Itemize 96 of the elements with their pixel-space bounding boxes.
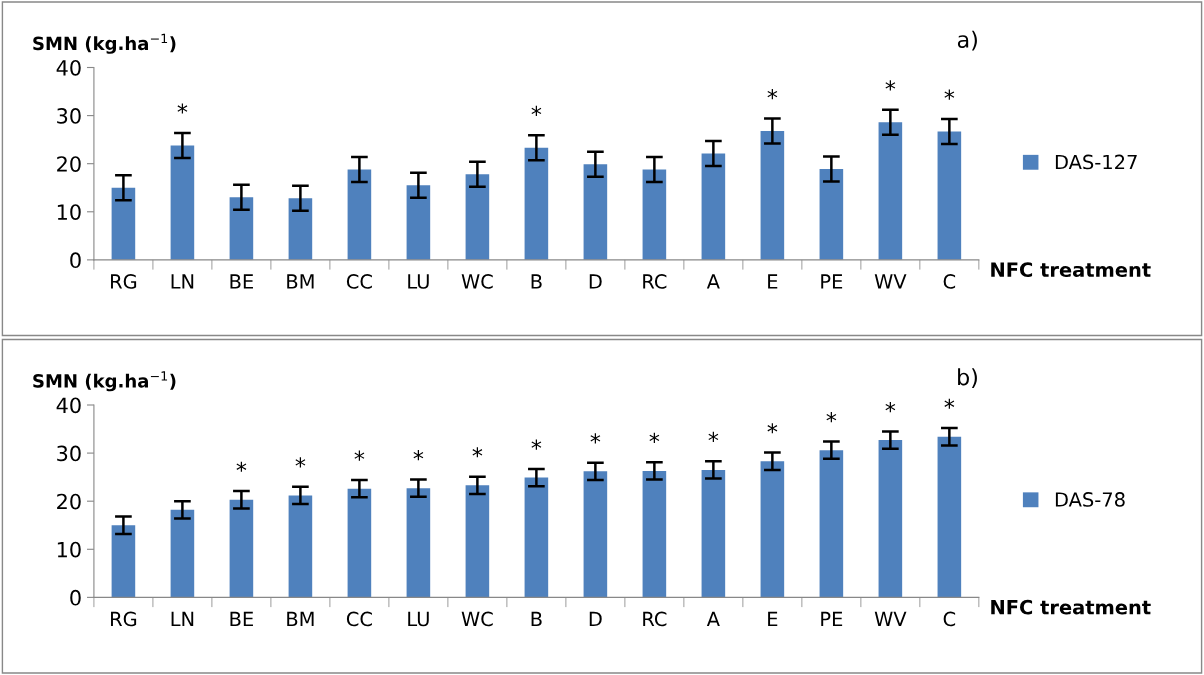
- annotation: *: [295, 457, 306, 468]
- bar: [642, 470, 667, 598]
- x-tick-label: BE: [230, 274, 253, 289]
- x-tick-label: WC: [461, 274, 493, 289]
- x-tick-label: CC: [346, 274, 372, 289]
- x-tick-label: PE: [821, 274, 843, 289]
- annotation: *: [413, 450, 424, 461]
- x-axis-title: NFC treatment: [991, 262, 1151, 278]
- bar: [229, 197, 254, 260]
- x-tick-label: A: [706, 274, 720, 289]
- x-tick-label: BM: [287, 611, 314, 627]
- chart-title: a): [957, 30, 977, 51]
- annotation: *: [354, 450, 365, 461]
- x-tick-label: RC: [643, 611, 667, 627]
- annotation: *: [472, 447, 483, 458]
- y-tick-label: 20: [57, 156, 81, 172]
- bar: [288, 198, 313, 260]
- x-tick-label: LU: [408, 611, 429, 627]
- annotation: *: [885, 402, 896, 413]
- x-tick-label: PE: [821, 611, 843, 627]
- x-tick-label: D: [589, 274, 602, 289]
- annotation: *: [944, 398, 955, 409]
- bar: [937, 436, 962, 598]
- y-tick-label: 30: [57, 108, 81, 124]
- annotation: *: [767, 423, 778, 434]
- bar: [819, 450, 844, 598]
- bar: [465, 485, 490, 598]
- bar: [347, 488, 372, 598]
- annotation: *: [531, 439, 542, 450]
- annotation: *: [885, 80, 896, 91]
- annotation: *: [767, 89, 778, 100]
- legend-label: DAS-78: [1055, 492, 1125, 507]
- bar: [111, 187, 136, 260]
- annotation: *: [944, 89, 955, 100]
- bar: [701, 469, 726, 598]
- annotation: *: [177, 103, 188, 114]
- bar: [878, 122, 903, 260]
- bar: [878, 440, 903, 598]
- bar: [819, 168, 844, 260]
- bar: [642, 169, 667, 260]
- x-tick-label: RC: [643, 274, 667, 289]
- bar: [170, 509, 195, 598]
- x-tick-label: E: [768, 274, 778, 289]
- x-tick-label: B: [531, 611, 542, 627]
- x-tick-label: LN: [171, 274, 194, 289]
- x-tick-label: RG: [111, 611, 137, 627]
- y-tick-label: 10: [57, 204, 81, 220]
- annotation: *: [708, 431, 719, 442]
- bar: [288, 495, 313, 598]
- x-tick-label: LN: [171, 611, 194, 627]
- bar: [583, 471, 608, 598]
- x-tick-label: B: [531, 274, 542, 289]
- x-tick-label: C: [943, 611, 956, 627]
- annotation: *: [590, 433, 601, 444]
- bar: [465, 174, 490, 260]
- chart-title: b): [958, 368, 977, 389]
- y-tick-label: 10: [57, 541, 81, 558]
- x-tick-label: E: [768, 611, 778, 627]
- x-tick-label: WV: [874, 274, 907, 289]
- x-tick-label: A: [706, 611, 720, 627]
- x-tick-label: BM: [287, 274, 314, 289]
- x-tick-label: RG: [111, 274, 137, 289]
- y-axis-title: SMN (kg.ha$^{−1}$): [33, 33, 176, 54]
- annotation: *: [649, 432, 660, 443]
- bar: [111, 525, 136, 598]
- y-tick-label: 20: [57, 493, 81, 510]
- bar: [229, 499, 254, 598]
- x-tick-label: LU: [408, 274, 429, 289]
- x-tick-label: WC: [461, 611, 493, 627]
- x-tick-label: BE: [230, 611, 253, 627]
- x-tick-label: C: [943, 274, 956, 289]
- y-tick-label: 40: [56, 397, 81, 414]
- bar: [937, 131, 962, 260]
- x-tick-label: D: [589, 611, 602, 627]
- bar: [406, 185, 431, 260]
- y-axis-title: SMN (kg.ha$^{−1}$): [33, 371, 176, 392]
- bar: [524, 147, 549, 260]
- bar: [583, 164, 608, 260]
- annotation: *: [826, 412, 837, 423]
- y-tick-label: 30: [57, 445, 81, 462]
- bar: [701, 153, 726, 260]
- bar: [760, 461, 785, 598]
- y-tick-label: 0: [70, 589, 81, 606]
- legend-label: DAS-127: [1055, 154, 1137, 170]
- annotation: *: [531, 105, 542, 116]
- bar: [170, 145, 195, 260]
- x-tick-label: WV: [874, 611, 907, 627]
- bar: [760, 130, 785, 260]
- x-axis-title: NFC treatment: [991, 599, 1151, 615]
- y-tick-label: 0: [70, 252, 81, 269]
- x-tick-label: CC: [346, 611, 372, 627]
- bar: [406, 488, 431, 598]
- bar: [347, 169, 372, 260]
- bar: [524, 477, 549, 598]
- y-tick-label: 40: [56, 59, 81, 76]
- annotation: *: [236, 461, 247, 472]
